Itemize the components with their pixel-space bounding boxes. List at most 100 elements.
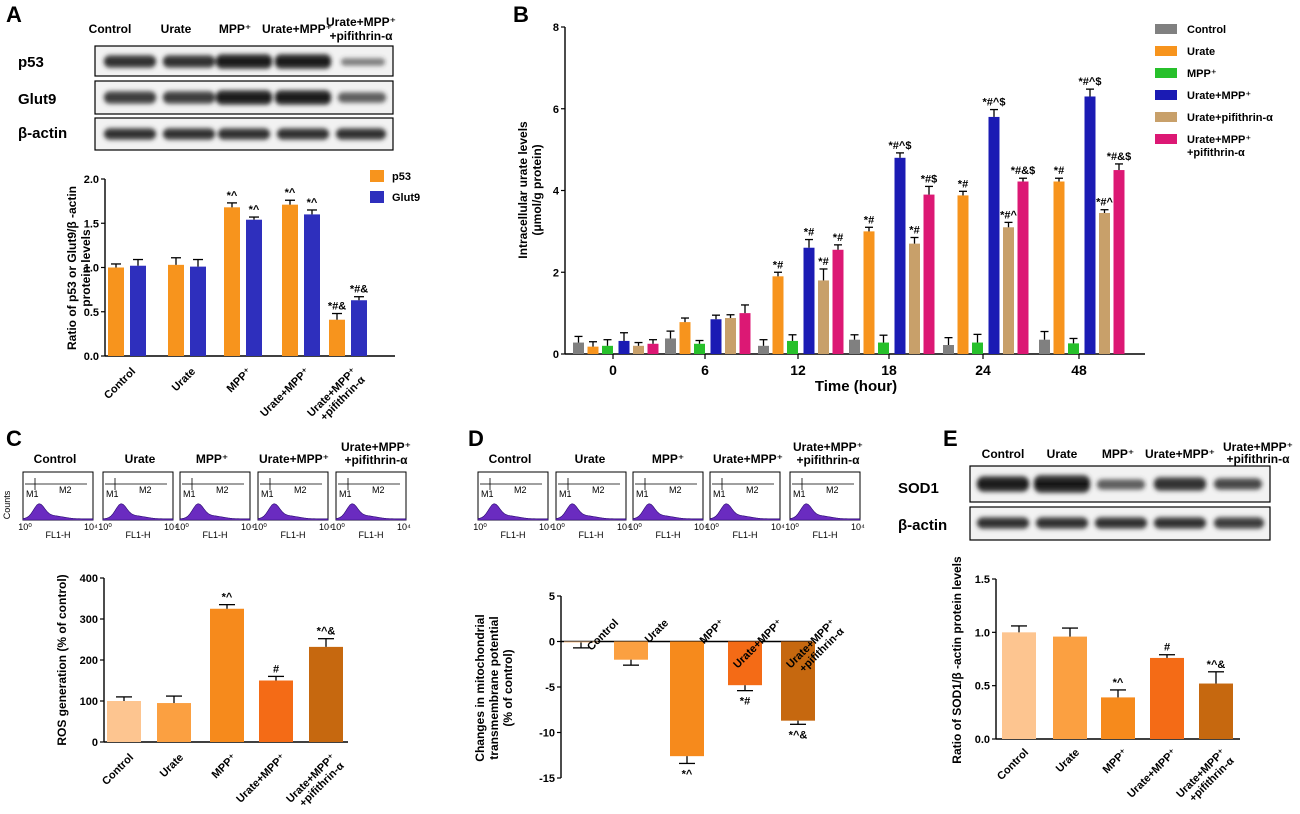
y-tick-label: 0.0 [975,734,990,746]
flow-histogram [335,503,407,521]
band [216,90,272,105]
band [218,128,270,140]
flow-axis-max: 10⁴ [771,522,785,532]
y-tick-label: 1.5 [84,218,99,230]
flow-axis-max: 10⁴ [539,522,553,532]
flow-histogram [632,503,704,521]
bar-series-3 [894,157,906,354]
bar-series-5 [832,249,844,354]
bar-series-1 [957,195,969,354]
y-tick-label: 0.5 [975,681,990,693]
bar-series-2 [972,342,983,354]
significance-label: *#&$ [1107,151,1131,163]
flow-histogram [789,503,861,521]
gate-label: M2 [216,485,229,495]
bar-series-2 [878,342,889,354]
y-tick-label: 200 [80,655,98,667]
y-tick-label: -10 [539,728,555,740]
flow-axis-min: 10⁰ [628,522,642,532]
significance-label: *# [909,225,919,237]
bar-glut9 [246,219,262,356]
band [341,58,385,66]
blot-lane-label: Urate [1047,447,1078,461]
flow-axis-max: 10⁴ [164,522,178,532]
significance-label: *#&$ [1011,165,1035,177]
gate-label: M2 [514,485,527,495]
bar [1150,657,1184,739]
x-tick-label: 6 [701,362,709,378]
significance-label: *# [958,178,968,190]
gate-label: M2 [826,485,839,495]
flow-axis-min: 10⁰ [551,522,565,532]
bar-series-4 [1099,212,1110,354]
flow-axis-max: 10⁴ [241,522,255,532]
y-tick-label: 0 [549,637,555,649]
x-tick-label: 48 [1071,362,1087,378]
flow-label: Control [489,452,532,466]
bar [781,641,815,721]
legend-swatch [1155,46,1177,56]
x-tick-label: Urate [158,752,186,780]
legend-swatch [1155,24,1177,34]
bar [259,680,293,742]
blot-row-label: β-actin [898,517,947,534]
flow-histogram [477,503,549,521]
x-tick-label: Urate+MPP⁺+pifithrin-α [284,751,347,814]
band [277,128,329,140]
flow-x-label: FL1-H [202,530,227,540]
bar-series-0 [1039,339,1050,354]
flow-label: MPP⁺ [652,452,684,466]
bar-p53 [224,207,240,356]
flow-y-label: Counts [2,490,12,519]
flow-axis-max: 10⁴ [617,522,631,532]
x-tick-label: Urate+MPP⁺+pifithrin-α [305,365,368,428]
flow-axis-max: 10⁴ [851,522,865,532]
flow-histogram [179,503,251,521]
blot-lane-label: MPP⁺ [1102,447,1134,461]
legend-swatch [1155,134,1177,144]
bar [728,641,762,686]
flow-axis-min: 10⁰ [98,522,112,532]
chart-d: 5 0 -5 -10 -15 Changes in mitochondrialtransm… [473,591,847,785]
bar-series-2 [694,343,705,354]
flow-histogram [555,503,627,521]
flow-x-label: FL1-H [578,530,603,540]
x-tick-label: MPP⁺ [1101,747,1131,777]
blot-lane-label: Urate+MPP⁺ [262,22,332,36]
y-axis-label: Intracellular urate levels(μmol/g protei… [516,121,544,259]
legend-label: Urate+pifithrin-α [1187,112,1273,124]
y-tick-label: 400 [80,573,98,585]
significance-label: *#^ [1000,209,1017,221]
gate-label: M1 [793,489,806,499]
x-tick-label: Urate [170,366,198,394]
bar-series-4 [1003,227,1014,354]
bar-series-1 [863,231,875,354]
flow-x-label: FL1-H [280,530,305,540]
bar-series-0 [573,342,584,354]
bar [564,641,598,643]
legend-label: Urate [1187,46,1215,58]
gate-label: M2 [669,485,682,495]
bar-series-4 [725,318,736,354]
band [1214,517,1264,529]
band [1095,517,1147,529]
band [336,128,386,140]
flow-label: Urate+MPP⁺ [793,440,863,454]
flow-label: +pifithrin-α [344,453,408,467]
significance-label: *# [833,232,843,244]
y-tick-label: 2.0 [84,174,99,186]
x-tick-label: MPP⁺ [210,752,240,782]
bar-series-2 [1068,343,1079,354]
y-tick-label: 8 [553,22,559,34]
y-tick-label: -5 [545,682,555,694]
bar-glut9 [304,214,320,356]
significance-label: *#^ [1096,197,1113,209]
significance-label: *#$ [921,173,938,185]
gate-label: M1 [636,489,649,499]
blot-row-label: p53 [18,54,44,71]
significance-label: *#^$ [1079,76,1102,88]
legend-label: MPP⁺ [1187,68,1217,80]
gate-label: M1 [713,489,726,499]
legend-label: Glut9 [392,192,420,204]
significance-label: *#& [328,301,346,313]
